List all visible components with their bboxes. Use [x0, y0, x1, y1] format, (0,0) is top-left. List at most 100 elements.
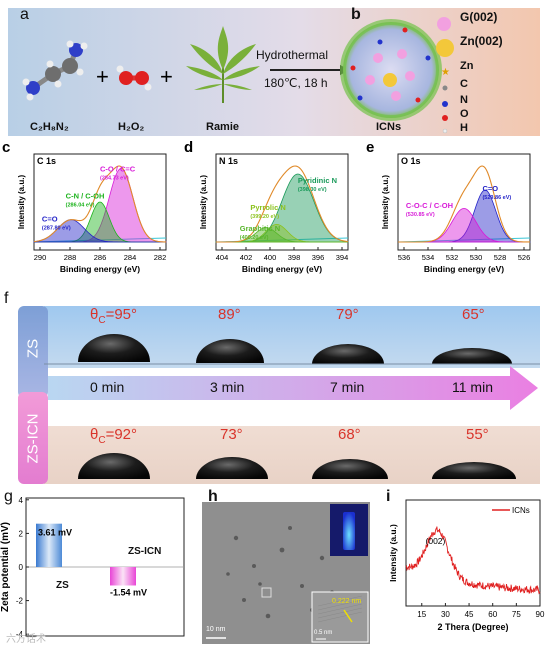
zs-angle-7min: 79°: [336, 306, 359, 323]
xps-tick-label: 396: [312, 253, 325, 262]
xrd-pattern-line: [405, 526, 541, 595]
zs-icn-droplet: [78, 452, 151, 479]
xps-xlabel: Binding energy (eV): [60, 264, 140, 274]
xps-axes-frame: [397, 153, 531, 251]
lattice-spacing-label: 0.222 nm: [332, 598, 362, 605]
time-7min: 7 min: [330, 379, 365, 395]
xps-peak-label: Graphitic N: [240, 224, 280, 233]
xrd-xlabel: 2 Thera (Degree): [437, 622, 508, 632]
time-arrow-icon: [48, 366, 538, 410]
zeta-bar-label-zs: ZS: [56, 580, 69, 591]
reagent-ethylenediamine: C₂H₈N₂: [30, 121, 69, 133]
zs-icn-droplet: [312, 459, 388, 479]
xps-peak-value: (529.86 eV): [482, 195, 511, 201]
zs-icn-angle-11min: 55°: [466, 426, 489, 443]
zs-droplet: [78, 333, 151, 362]
xps-baseline: [397, 237, 531, 243]
xps-tick-label: 290: [34, 253, 47, 262]
zs-droplet: [196, 339, 264, 363]
xps-peak-value: (287.80 eV): [42, 226, 71, 232]
panel-g-zeta: g 3.61 mV -1.54 mV 4 2 0 -2 -4 Zeta potential…: [0, 488, 190, 648]
panel-label-f: f: [4, 290, 9, 307]
zeta-svg: 3.61 mV -1.54 mV 4 2 0 -2 -4 Zeta potential (…: [0, 496, 185, 639]
xps-peak-value: (400.20 eV): [240, 235, 269, 241]
xps-tick-label: 536: [398, 253, 411, 262]
zs-droplet: [312, 344, 384, 364]
tem-svg: [202, 502, 370, 644]
ethylenediamine-molecule-icon: [22, 40, 88, 101]
xps-tick-label: 284: [124, 253, 137, 262]
legend-c: C: [460, 78, 468, 90]
panel-label-g: g: [4, 488, 13, 505]
xps-envelope: [33, 165, 167, 243]
zs-row-label: ZS: [24, 338, 42, 359]
xrd-tick-label: 45: [465, 610, 474, 619]
condition-temperature-time: 180℃, 18 h: [264, 76, 328, 90]
legend-zn: Zn: [460, 60, 474, 72]
xps-tick-label: 534: [422, 253, 435, 262]
xps-tick-label: 398: [288, 253, 301, 262]
zeta-tick-label: -4: [16, 630, 24, 639]
panel-a-scheme: + +: [8, 6, 540, 136]
xps-peak-value: (286.04 eV): [66, 203, 95, 209]
zs-angle-11min: 65°: [462, 306, 485, 323]
xps-peak-value: (398.30 eV): [298, 187, 327, 193]
zs-row-tab: [18, 306, 48, 398]
xps-title: N 1s: [219, 156, 238, 166]
zeta-tick-label: 0: [19, 563, 24, 572]
scheme-background: [8, 8, 540, 136]
xrd-svg: Intensity (a.u.) 2 Thera (Degree) 15 30 45 60…: [388, 499, 545, 632]
xps-envelope: [398, 165, 531, 243]
zs-icn-droplet: [196, 457, 268, 479]
zs-angle-0min: θC=95°: [90, 306, 138, 326]
xps-tick-label: 286: [94, 253, 107, 262]
xps-tick-label: 526: [518, 253, 531, 262]
zeta-tick-label: 2: [19, 529, 24, 538]
xps-envelope: [215, 165, 349, 243]
zs-angle-3min: 89°: [218, 306, 241, 323]
lattice-fringes: [317, 595, 363, 623]
plus-sign-1: +: [96, 64, 109, 89]
xps-peak-label: C-O-C / C-OH: [406, 201, 453, 210]
xps-svg: c C 1s Intensity (a.u.) Binding energy (eV)…: [2, 139, 531, 274]
xrd-legend-label: ICNs: [512, 506, 530, 515]
xps-tick-label: 400: [264, 253, 277, 262]
panel-h-tem: h 10 nm 0.222 nm 0.5 nm: [192, 488, 382, 648]
xps-tick-label: 394: [336, 253, 349, 262]
xrd-axes-frame: [405, 499, 541, 607]
xps-title: O 1s: [401, 156, 421, 166]
svg-text:★: ★: [441, 67, 450, 78]
xps-peak-label: C-N / C-OH: [66, 192, 105, 201]
xps-tick-label: 282: [154, 253, 167, 262]
ramie-leaf-icon: [186, 26, 260, 103]
xps-title: C 1s: [37, 156, 56, 166]
panel-label-h: h: [208, 488, 218, 505]
vial-icon: [343, 512, 355, 550]
scale-main-label: 10 nm: [206, 626, 226, 633]
panel-label-c: c: [2, 140, 10, 156]
xps-peak-value: (284.73 eV): [100, 176, 129, 182]
zeta-bar-label-zs-icn: ZS-ICN: [128, 546, 162, 557]
xps-tick-label: 288: [64, 253, 77, 262]
xps-tick-label: 530: [470, 253, 483, 262]
scheme-svg: + +: [8, 8, 540, 136]
time-0min: 0 min: [90, 379, 125, 395]
zs-droplet: [432, 348, 512, 364]
zs-icn-droplet: [432, 462, 516, 479]
legend-g002: G(002): [460, 10, 498, 24]
xrd-peak-label: (002): [426, 536, 446, 546]
xps-peak-label: Pyrrolic N: [250, 203, 285, 212]
zeta-bar: [36, 523, 62, 567]
zeta-bar-value: -1.54 mV: [110, 587, 147, 597]
reagent-ramie: Ramie: [206, 121, 240, 133]
xps-xlabel: Binding energy (eV): [424, 264, 504, 274]
zs-icn-angle-3min: 73°: [220, 426, 243, 443]
xrd-tick-label: 30: [441, 610, 450, 619]
icn-particle-icon: [340, 19, 442, 121]
xps-peak-label: C=O: [482, 184, 498, 193]
panel-label-e: e: [366, 140, 374, 156]
xps-ylabel: Intensity (a.u.): [17, 175, 26, 230]
zs-icn-row-label: ZS-ICN: [24, 413, 42, 464]
xrd-tick-label: 60: [488, 610, 497, 619]
zs-icn-row-tab: [18, 392, 48, 484]
